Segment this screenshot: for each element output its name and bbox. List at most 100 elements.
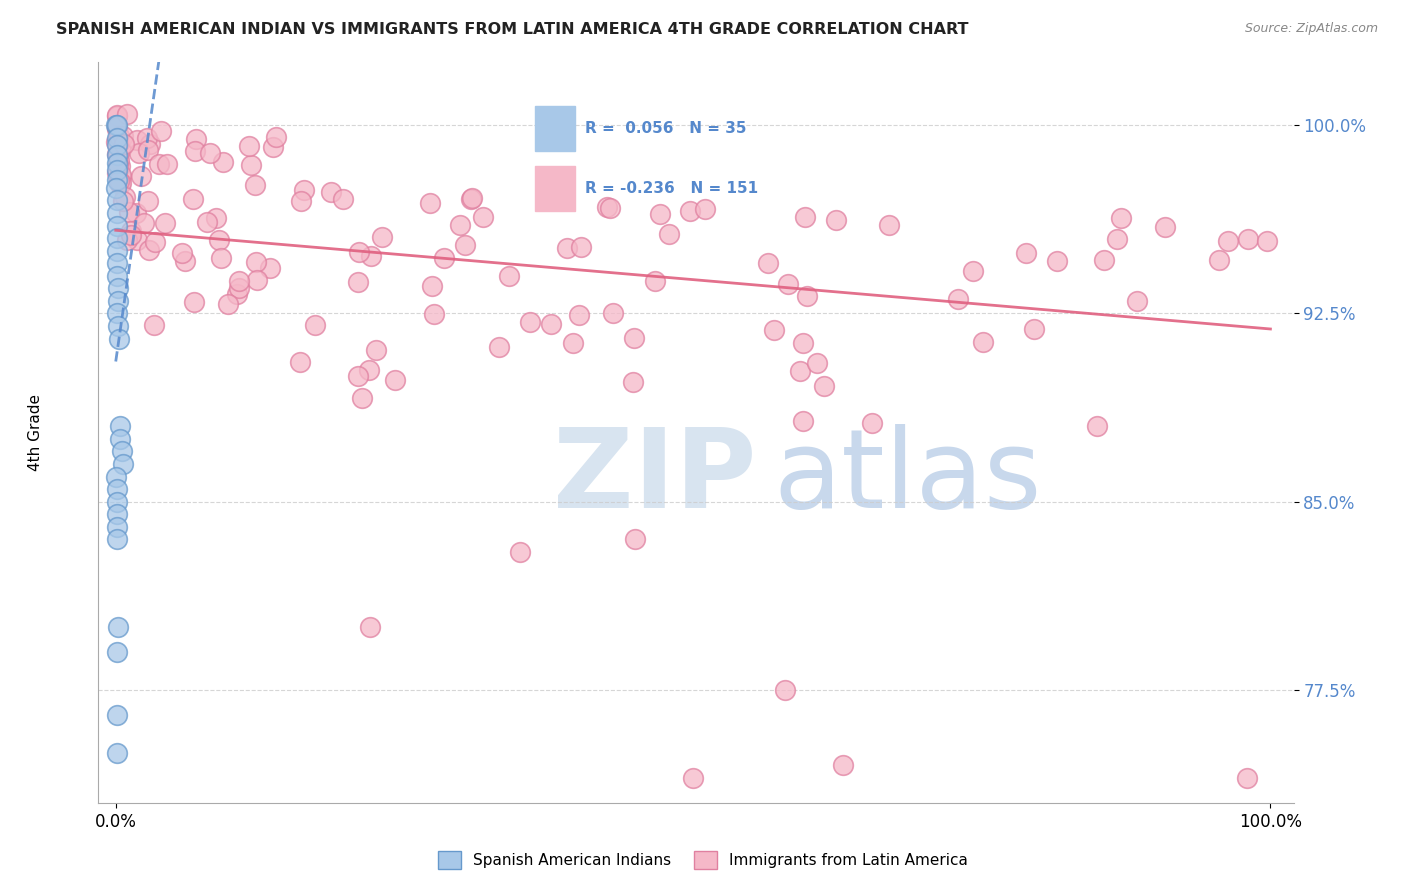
Point <box>136 194 159 209</box>
Point <box>184 144 207 158</box>
Point <box>136 131 159 145</box>
Point <box>682 771 704 785</box>
Point <box>806 356 828 370</box>
Point <box>332 192 354 206</box>
Point <box>644 274 666 288</box>
Point <box>105 173 128 187</box>
Point <box>136 143 159 157</box>
Point <box>246 273 269 287</box>
Point <box>347 245 370 260</box>
Point <box>118 205 141 219</box>
Point <box>108 173 131 187</box>
Point <box>105 219 128 233</box>
Point <box>1022 322 1045 336</box>
Point <box>108 159 131 173</box>
Point <box>775 682 797 697</box>
Point <box>877 218 900 232</box>
Point <box>262 140 284 154</box>
Point <box>225 286 247 301</box>
Point <box>107 293 129 308</box>
Point <box>108 136 131 151</box>
Point <box>962 264 984 278</box>
Point <box>127 233 149 247</box>
Y-axis label: 4th Grade: 4th Grade <box>28 394 42 471</box>
Point <box>105 148 128 162</box>
Point <box>599 201 621 215</box>
Point <box>143 235 166 249</box>
Point <box>105 138 128 153</box>
Point <box>346 275 368 289</box>
Point <box>107 306 129 320</box>
Point <box>108 153 131 168</box>
Point <box>211 154 233 169</box>
Point <box>1154 220 1177 235</box>
Point <box>449 218 471 232</box>
Point <box>107 156 129 170</box>
Point <box>186 132 208 146</box>
Point <box>1046 254 1069 268</box>
Point <box>105 121 128 136</box>
Point <box>245 255 267 269</box>
Point <box>198 146 221 161</box>
Point <box>1105 232 1128 246</box>
Point <box>105 163 128 178</box>
Point <box>183 294 205 309</box>
Point <box>110 176 132 190</box>
Point <box>120 227 142 242</box>
Point <box>108 178 131 192</box>
Point <box>972 335 994 350</box>
Point <box>105 244 128 258</box>
Point <box>111 457 134 471</box>
Point <box>105 746 128 760</box>
Point <box>789 364 811 378</box>
Point <box>540 317 562 331</box>
Point <box>107 281 129 295</box>
Text: atlas: atlas <box>773 424 1042 531</box>
Point <box>110 170 132 185</box>
Point <box>679 203 702 218</box>
Point <box>105 146 128 161</box>
Point <box>1015 245 1038 260</box>
Point <box>946 292 969 306</box>
Point <box>107 148 129 162</box>
Point <box>364 343 387 357</box>
Point <box>120 224 142 238</box>
Point <box>292 183 315 197</box>
Point <box>1256 234 1278 248</box>
Point <box>792 335 814 350</box>
Point <box>825 212 848 227</box>
Point <box>1126 293 1149 308</box>
Point <box>832 758 855 772</box>
Point <box>111 194 134 209</box>
Point <box>519 315 541 329</box>
Point <box>128 146 150 161</box>
Point <box>183 192 205 206</box>
Point <box>359 363 381 377</box>
Point <box>569 240 592 254</box>
Point <box>1236 771 1258 785</box>
Point <box>596 200 619 214</box>
Point <box>105 520 128 534</box>
Point <box>114 190 136 204</box>
Point <box>111 129 134 144</box>
Point <box>422 278 444 293</box>
Point <box>756 256 779 270</box>
Point <box>107 158 129 172</box>
Point <box>384 373 406 387</box>
Point <box>105 645 128 659</box>
Point <box>1216 235 1239 249</box>
Point <box>105 482 128 496</box>
Point <box>112 137 135 152</box>
Point <box>110 142 132 156</box>
Point <box>107 129 129 144</box>
Point <box>107 318 129 333</box>
Point <box>319 186 342 200</box>
Text: SPANISH AMERICAN INDIAN VS IMMIGRANTS FROM LATIN AMERICA 4TH GRADE CORRELATION C: SPANISH AMERICAN INDIAN VS IMMIGRANTS FR… <box>56 22 969 37</box>
Point <box>602 306 624 320</box>
Text: ZIP: ZIP <box>553 424 756 531</box>
Point <box>132 216 155 230</box>
Point <box>105 118 128 132</box>
Point <box>105 469 128 483</box>
Point <box>498 268 520 283</box>
Point <box>623 330 645 344</box>
